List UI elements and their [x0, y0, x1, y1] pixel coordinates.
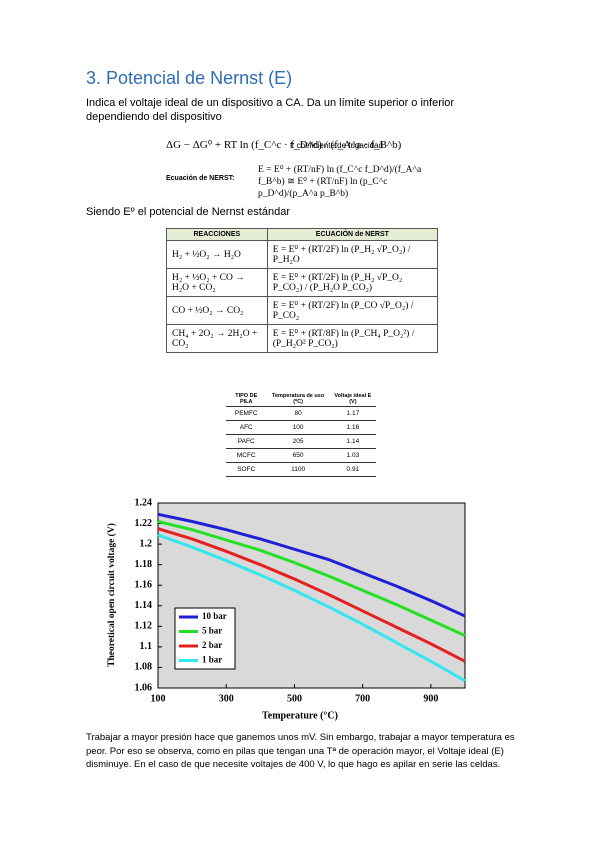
row: PAFC 205 1.14	[226, 434, 376, 449]
y-axis-label: Theoretical open circuit voltage (V)	[106, 523, 117, 667]
header-cell: TIPO DE PILA	[226, 392, 267, 407]
cell: 650	[266, 448, 330, 463]
y-tick-label: 1.12	[135, 621, 153, 632]
cell: 1.16	[329, 420, 376, 435]
cell: CO + ½O₂ → CO₂	[166, 296, 268, 325]
y-tick-label: 1.06	[135, 682, 153, 693]
series-line	[157, 512, 466, 618]
row: SOFC 1100 0.91	[226, 462, 376, 477]
legend-label: 5 bar	[202, 626, 222, 636]
y-tick-label: 1.16	[135, 580, 153, 591]
row: CO + ½O₂ → CO₂ E = E⁰ + (RT/2F) ln (P_CO …	[166, 296, 439, 325]
header-cell: Temperatura de uso (ºC)	[266, 392, 330, 407]
series-line	[157, 527, 466, 663]
cell: H₂ + ½O₂ + CO → H₂O + CO₂	[166, 268, 268, 297]
y-tick-label: 1.22	[135, 518, 153, 529]
row: PEMFC 80 1.17	[226, 406, 376, 421]
cell: PAFC	[226, 434, 267, 449]
y-tick-label: 1.18	[135, 559, 153, 570]
intro: Indica el voltaje ideal de un dispositiv…	[86, 97, 455, 123]
series-line	[157, 533, 466, 683]
heading: 3. Potencial de Nernst (E)	[86, 68, 293, 88]
equation: E = E⁰ + (RT/nF) ln (f_C^c f_D^d)/(f_A^a…	[258, 165, 422, 199]
header-row: TIPO DE PILA Temperatura de uso (ºC) Volta…	[226, 392, 376, 407]
label: Ecuación de NERST:	[166, 175, 235, 182]
y-tick-label: 1.2	[140, 538, 153, 549]
row: CH₄ + 2O₂ → 2H₂O + CO₂ E = E⁰ + (RT/8F) l…	[166, 324, 439, 353]
equation: ΔG − ΔG⁰ + RT ln (f_C^c · f_D^d) / (f_A^…	[166, 139, 402, 151]
x-tick-label: 500	[287, 693, 302, 704]
x-tick-label: 700	[355, 693, 370, 704]
cell: 1.14	[329, 434, 376, 449]
legend-label: 2 bar	[202, 640, 222, 650]
cell: E = E⁰ + (RT/2F) ln (P_H₂ √P_O₂ P_CO₂) /…	[266, 268, 439, 297]
y-tick-label: 1.24	[135, 497, 153, 508]
cell: SOFC	[226, 462, 267, 477]
cell: 205	[266, 434, 330, 449]
y-tick-label: 1.14	[135, 600, 153, 611]
legend-label: 1 bar	[202, 655, 222, 665]
closing: Trabajar a mayor presión hace que ganemo…	[86, 732, 515, 770]
header-cell: ECUACIÓN de NERST	[266, 228, 439, 241]
x-tick-label: 100	[151, 693, 166, 704]
note: f: coeficiente de fugacidad	[290, 141, 383, 150]
x-tick-label: 300	[219, 693, 234, 704]
y-tick-label: 1.08	[135, 662, 153, 673]
reactions-table: REACCIONES ECUACIÓN de NERST H₂ + ½O₂ → H₂…	[166, 228, 439, 353]
series-line	[157, 520, 466, 637]
note: Siendo Eº el potencial de Nernst estánda…	[86, 206, 290, 218]
row: H₂ + ½O₂ + CO → H₂O + CO₂ E = E⁰ + (RT/2F…	[166, 268, 439, 297]
cell: AFC	[226, 420, 267, 435]
cell: MCFC	[226, 448, 267, 463]
cell: H₂ + ½O₂ → H₂O	[166, 240, 268, 269]
cell: E = E⁰ + (RT/2F) ln (P_H₂ √P_O₂) / P_H₂O	[266, 240, 439, 269]
x-tick-label: 900	[423, 693, 438, 704]
cell: PEMFC	[226, 406, 267, 421]
header-cell: Voltaje ideal E (V)	[329, 392, 376, 407]
x-axis-label: Temperature (°C)	[262, 710, 338, 721]
row: AFC 100 1.16	[226, 420, 376, 435]
y-tick-label: 1.1	[140, 641, 153, 652]
chart: Temperature (°C) Theoretical open circui…	[106, 497, 466, 721]
row: MCFC 650 1.03	[226, 448, 376, 463]
cell: E = E⁰ + (RT/2F) ln (P_CO √P_O₂) / P_CO₂	[266, 296, 439, 325]
cell: 100	[266, 420, 330, 435]
cell: CH₄ + 2O₂ → 2H₂O + CO₂	[166, 324, 268, 353]
row: H₂ + ½O₂ → H₂O E = E⁰ + (RT/2F) ln (P_H₂ …	[166, 240, 439, 269]
header-row: REACCIONES ECUACIÓN de NERST	[166, 228, 439, 241]
cell: 1.17	[329, 406, 376, 421]
cell: 1100	[266, 462, 330, 477]
cell: 0.91	[329, 462, 376, 477]
legend-label: 10 bar	[202, 611, 227, 621]
header-cell: REACCIONES	[166, 228, 268, 241]
cells-table: TIPO DE PILA Temperatura de uso (ºC) Volta…	[226, 392, 376, 477]
cell: 80	[266, 406, 330, 421]
cell: E = E⁰ + (RT/8F) ln (P_CH₄ P_O₂²) / (P_H…	[266, 324, 439, 353]
cell: 1.03	[329, 448, 376, 463]
